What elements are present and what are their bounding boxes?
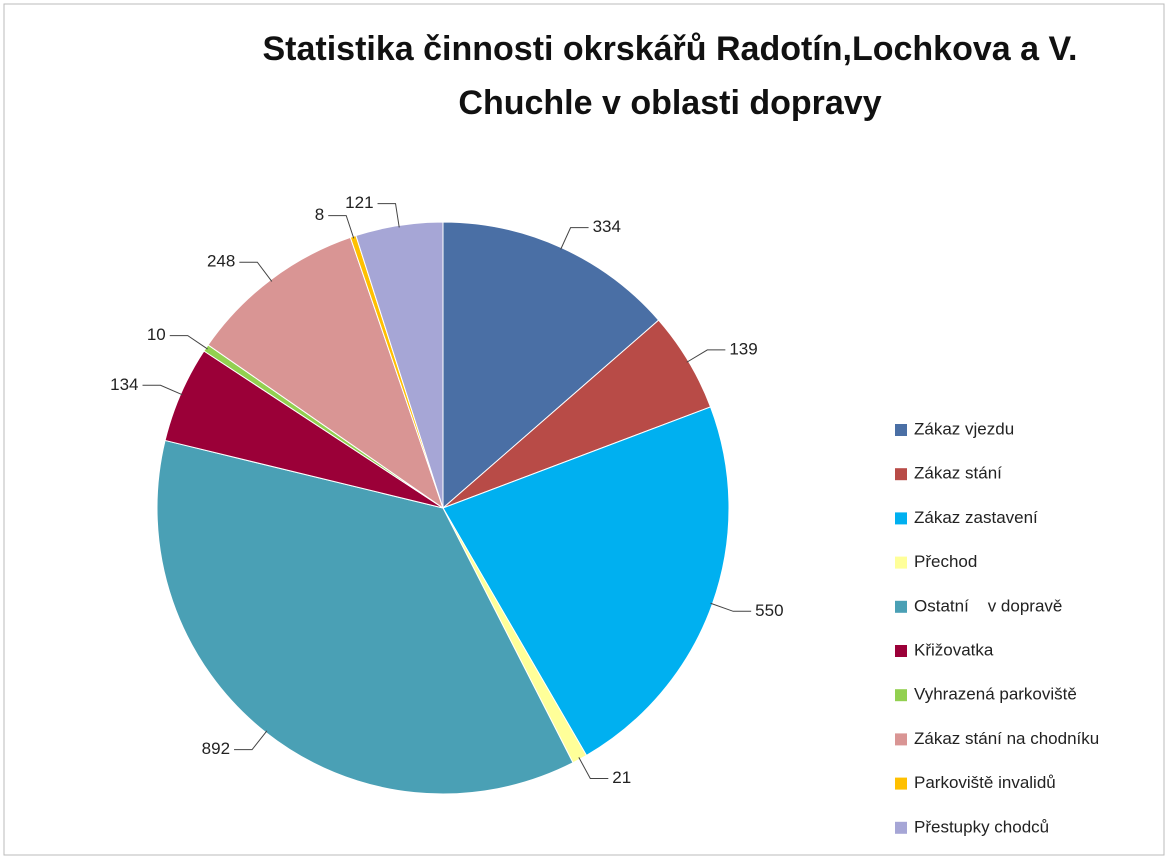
chart-border (3, 3, 1165, 856)
leader-line (686, 349, 726, 363)
legend-label: Přechod (914, 552, 977, 571)
leader-line (578, 757, 609, 779)
data-label: 248 (207, 252, 235, 271)
data-label: 139 (729, 339, 757, 358)
legend-label: Zákaz vjezdu (914, 419, 1014, 438)
data-label: 550 (755, 601, 783, 620)
legend-swatch (895, 468, 907, 481)
leader-line (142, 384, 183, 396)
leader-line (239, 261, 273, 282)
legend-label: Zákaz stání (914, 464, 1002, 483)
leader-line (234, 730, 268, 751)
legend-swatch (895, 556, 907, 569)
data-label: 121 (345, 193, 373, 212)
legend-swatch (895, 689, 907, 702)
legend-swatch (895, 821, 907, 834)
leader-line (710, 602, 752, 612)
data-label: 10 (147, 325, 166, 344)
legend-label: Zákaz stání na chodníku (914, 729, 1099, 748)
data-label: 134 (110, 375, 138, 394)
leader-line (328, 215, 355, 239)
legend-label: Parkoviště invalidů (914, 773, 1056, 792)
legend-swatch (895, 512, 907, 525)
legend-label: Přestupky chodců (914, 817, 1049, 836)
legend-label: Ostatní v dopravě (914, 596, 1062, 615)
legend-label: Vyhrazená parkoviště (914, 685, 1077, 704)
legend-label: Křižovatka (914, 640, 994, 659)
data-label: 892 (202, 739, 230, 758)
legend-label: Zákaz zastavení (914, 508, 1038, 527)
legend-swatch (895, 600, 907, 613)
data-label: 334 (593, 217, 621, 236)
legend-swatch (895, 733, 907, 746)
leader-line (377, 203, 400, 228)
legend-swatch (895, 424, 907, 436)
legend-swatch (895, 777, 907, 790)
data-label: 21 (612, 768, 631, 787)
leader-line (169, 335, 208, 350)
leader-line (560, 227, 589, 250)
legend-swatch (895, 645, 907, 657)
chart-title: Statistika činnosti okrskářů Radotín,Loc… (262, 30, 1078, 122)
data-label: 8 (315, 205, 324, 224)
